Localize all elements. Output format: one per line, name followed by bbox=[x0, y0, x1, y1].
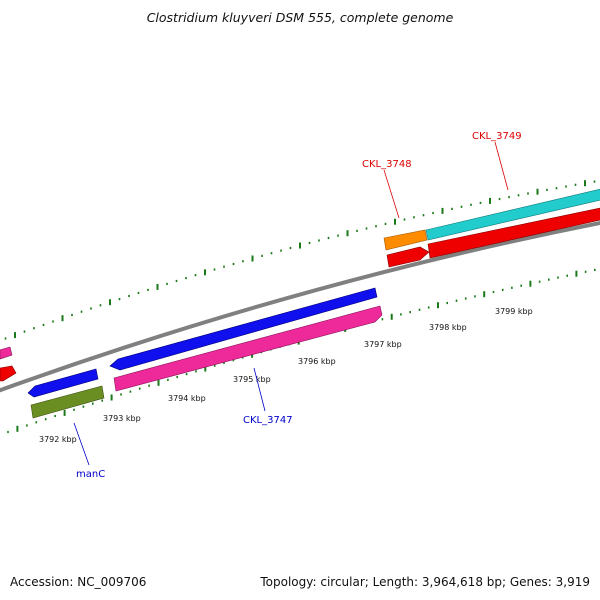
gene-blue-upper[interactable] bbox=[109, 287, 378, 371]
tick-label-3796: 3796 kbp bbox=[298, 357, 336, 366]
gene-olive-manc[interactable] bbox=[30, 385, 105, 419]
gene-blue-lower[interactable] bbox=[27, 368, 99, 398]
genome-backbone bbox=[0, 220, 600, 393]
gene-red-left-edge[interactable] bbox=[0, 365, 17, 382]
accession-text: Accession: NC_009706 bbox=[10, 575, 147, 589]
gene-label-ckl-3748[interactable]: CKL_3748 bbox=[362, 159, 412, 170]
gene-red-ckl-3748[interactable] bbox=[386, 246, 430, 268]
tick-label-3798: 3798 kbp bbox=[429, 323, 467, 332]
leader-line-manc bbox=[73, 422, 90, 466]
page-title: Clostridium kluyveri DSM 555, complete g… bbox=[146, 10, 454, 25]
gene-cyan[interactable] bbox=[425, 188, 600, 241]
tick-label-3797: 3797 kbp bbox=[364, 340, 402, 349]
tick-row-outer bbox=[4, 180, 596, 340]
tick-label-3794: 3794 kbp bbox=[168, 394, 206, 403]
gene-magenta-ckl-3747[interactable] bbox=[113, 305, 383, 392]
tick-label-3799: 3799 kbp bbox=[495, 307, 533, 316]
tick-label-3793: 3793 kbp bbox=[103, 414, 141, 423]
gene-red-ckl-3749[interactable] bbox=[427, 207, 600, 259]
genome-summary-text: Topology: circular; Length: 3,964,618 bp… bbox=[260, 575, 590, 589]
leader-line-ckl-3748 bbox=[383, 169, 400, 219]
gene-magenta-left-edge[interactable] bbox=[0, 346, 13, 360]
gene-label-manc[interactable]: manC bbox=[76, 469, 105, 480]
tick-label-3792: 3792 kbp bbox=[39, 435, 77, 444]
tick-label-3795: 3795 kbp bbox=[233, 375, 271, 384]
gene-label-ckl-3747[interactable]: CKL_3747 bbox=[243, 415, 293, 426]
gene-orange[interactable] bbox=[383, 229, 428, 251]
gene-label-ckl-3749[interactable]: CKL_3749 bbox=[472, 131, 522, 142]
leader-line-ckl-3747 bbox=[253, 367, 266, 412]
leader-line-ckl-3749 bbox=[494, 141, 509, 191]
